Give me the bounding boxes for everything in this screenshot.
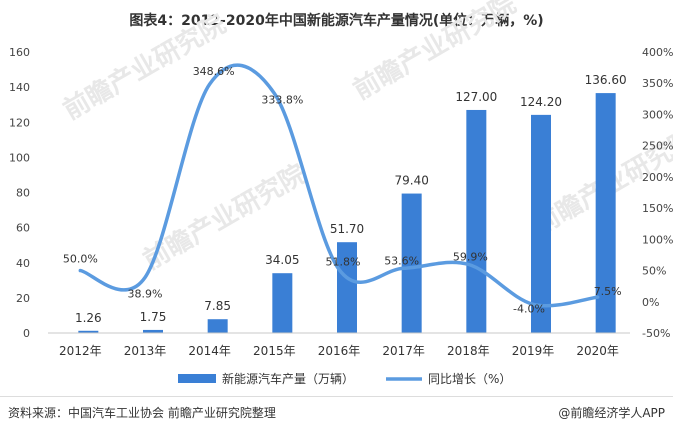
left-tick-label: 40 <box>16 257 30 270</box>
bar <box>207 319 228 333</box>
line-value-label: 7.5% <box>594 285 622 298</box>
left-tick-label: 60 <box>16 222 30 235</box>
line-value-label: 53.6% <box>384 254 419 267</box>
line-value-label: 333.8% <box>261 93 303 106</box>
footer-divider <box>0 396 673 397</box>
bar <box>466 109 487 333</box>
line-value-label: -4.0% <box>513 302 545 315</box>
bar <box>78 330 99 333</box>
chart-title: 图表4：2012-2020年中国新能源汽车产量情况(单位：万辆，%) <box>129 13 544 29</box>
bar <box>401 193 422 333</box>
right-tick-label: 150% <box>642 202 673 215</box>
x-tick-label: 2012年 <box>59 344 102 358</box>
right-tick-label: 100% <box>642 233 673 246</box>
x-tick-label: 2016年 <box>318 344 361 358</box>
bar-value-label: 1.26 <box>75 311 102 325</box>
line-value-label: 59.9% <box>453 250 488 263</box>
x-tick-label: 2013年 <box>124 344 167 358</box>
bar-value-label: 51.70 <box>330 222 364 236</box>
line-value-label: 51.8% <box>326 255 361 268</box>
line-value-label: 38.9% <box>128 287 163 300</box>
watermark-layer: 前瞻产业研究院前瞻产业研究院前瞻产业研究院前瞻产业研究院 <box>58 0 673 276</box>
bar <box>272 273 293 333</box>
left-tick-label: 20 <box>16 292 30 305</box>
left-tick-label: 0 <box>23 327 30 340</box>
line-value-label: 348.6% <box>193 65 235 78</box>
right-tick-label: 0% <box>642 296 659 309</box>
left-tick-label: 80 <box>16 187 30 200</box>
left-tick-label: 160 <box>9 46 30 59</box>
x-tick-label: 2017年 <box>382 344 425 358</box>
right-tick-label: 250% <box>642 140 673 153</box>
legend-bar-label: 新能源汽车产量（万辆） <box>222 371 354 386</box>
bar-value-label: 127.00 <box>455 90 497 104</box>
left-tick-label: 120 <box>9 116 30 129</box>
bar <box>531 114 551 333</box>
bar-value-label: 34.05 <box>265 253 299 267</box>
right-tick-label: 50% <box>642 265 666 278</box>
legend-line-label: 同比增长（%） <box>428 372 511 386</box>
bar-value-label: 136.60 <box>585 73 627 87</box>
right-tick-label: 350% <box>642 77 673 90</box>
bar <box>143 329 163 333</box>
x-tick-label: 2014年 <box>188 344 231 358</box>
x-axis: 2012年 2013年 2014年 2015年 2016年 2017年 2018年 2019年… <box>48 332 630 358</box>
line-value-label: 50.0% <box>63 253 98 266</box>
bar-series: 1.26 1.75 7.85 34.05 51.70 79.40 127.00 124.20 1… <box>75 73 627 333</box>
x-tick-label: 2019年 <box>512 344 555 358</box>
bar <box>595 93 616 333</box>
x-tick-label: 2018年 <box>447 344 490 358</box>
right-tick-label: 200% <box>642 171 673 184</box>
source-note: 资料来源：中国汽车工业协会 前瞻产业研究院整理 <box>8 406 276 420</box>
bar <box>337 242 357 333</box>
x-tick-label: 2020年 <box>576 344 619 358</box>
right-tick-label: 400% <box>642 46 673 59</box>
left-tick-label: 100 <box>9 151 30 164</box>
right-tick-label: 300% <box>642 108 673 121</box>
left-tick-label: 140 <box>9 81 30 94</box>
right-tick-label: -50% <box>642 327 670 340</box>
legend-bar-swatch <box>178 374 216 383</box>
line-series: 50.0% 38.9% 348.6% 333.8% 51.8% 53.6% 59.9% -4.… <box>63 63 622 315</box>
right-y-axis: -50% 0% 50% 100% 150% 200% 250% 300% 350% 400% <box>642 46 673 340</box>
x-tick-label: 2015年 <box>253 344 296 358</box>
bar-value-label: 79.40 <box>394 174 428 188</box>
credit-text: @前瞻经济学人APP <box>558 406 665 420</box>
bar-value-label: 124.20 <box>520 95 562 109</box>
bar-value-label: 1.75 <box>140 310 167 324</box>
left-y-axis: 0 20 40 60 80 100 120 140 160 <box>9 46 30 340</box>
growth-line <box>78 63 600 308</box>
legend: 新能源汽车产量（万辆） 同比增长（%） <box>178 371 511 386</box>
bar-value-label: 7.85 <box>204 299 231 313</box>
